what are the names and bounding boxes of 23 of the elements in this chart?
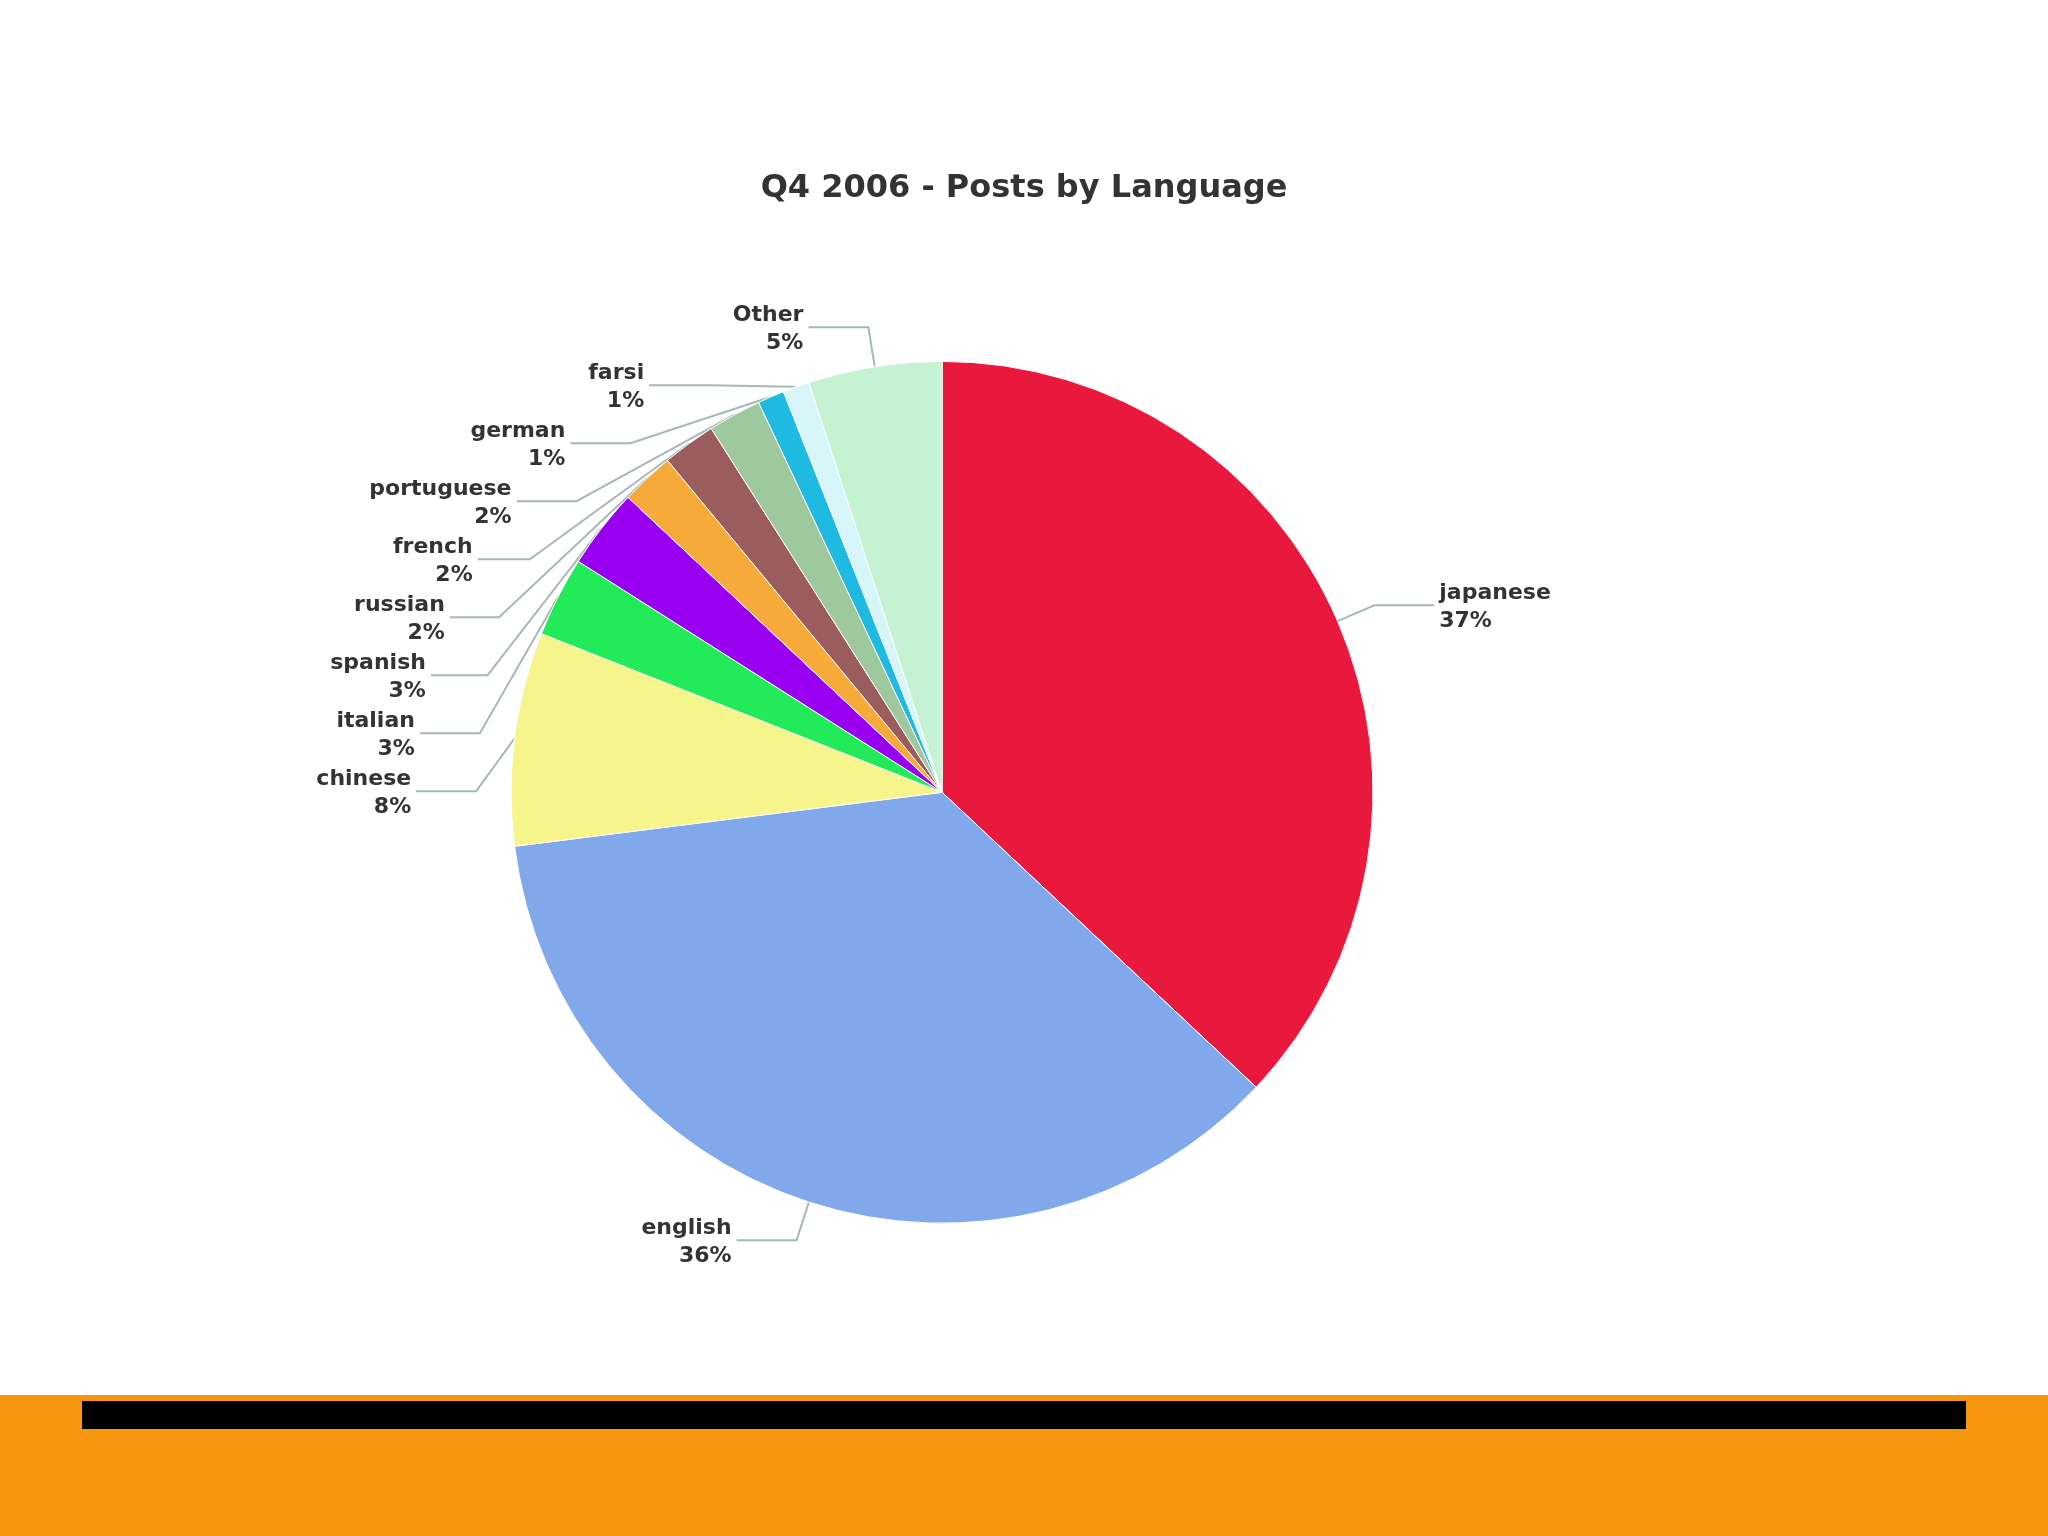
slice-label: italian: [336, 706, 415, 732]
data-label: 5%: [766, 328, 804, 354]
data-label: 36%: [678, 1241, 732, 1267]
data-label: 1%: [528, 444, 566, 470]
data-label: 8%: [373, 792, 412, 818]
slice-label: french: [392, 532, 473, 558]
data-label: 3%: [388, 676, 426, 702]
chart-title: Q4 2006 - Posts by Language: [760, 167, 1288, 205]
slice-label: chinese: [316, 764, 412, 790]
slice-label: portuguese: [369, 474, 512, 500]
slice-label: russian: [354, 590, 445, 616]
data-label: 37%: [1439, 606, 1492, 632]
slice-label: Other: [732, 300, 804, 326]
slice-label: farsi: [588, 358, 645, 384]
slice-label: spanish: [330, 648, 426, 674]
data-label: 2%: [435, 560, 473, 586]
slice-label: japanese: [1438, 578, 1551, 604]
slice-label: german: [470, 416, 566, 442]
slice-label: english: [641, 1213, 732, 1239]
data-label: 1%: [606, 386, 645, 412]
data-label: 3%: [377, 734, 415, 760]
data-label: 2%: [474, 502, 512, 528]
data-label: 2%: [407, 618, 445, 644]
